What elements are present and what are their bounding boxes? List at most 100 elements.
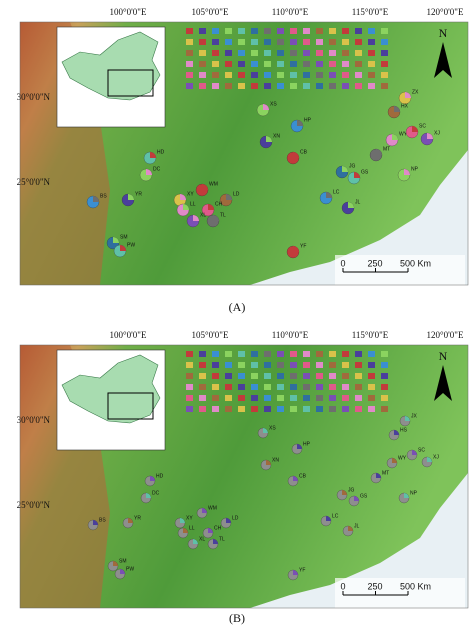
pie-wedge [183, 204, 189, 210]
legend-swatch [277, 406, 284, 412]
site-label: WM [209, 181, 218, 187]
legend-swatch [316, 72, 323, 78]
pie-wedge [348, 202, 354, 208]
legend-swatch [238, 406, 245, 412]
longitude-label: 110°0'0"E [272, 7, 309, 17]
site-label: HP [304, 117, 312, 123]
site-label: XJ [433, 454, 439, 460]
legend-swatch [264, 395, 271, 401]
legend-swatch [329, 373, 336, 379]
legend-swatch [238, 373, 245, 379]
legend-swatch [381, 395, 388, 401]
site-label: JL [354, 523, 360, 529]
legend-swatch [303, 50, 310, 56]
longitude-label: 120°0'0"E [427, 7, 464, 17]
legend-swatch [368, 373, 375, 379]
legend-swatch [342, 83, 349, 89]
legend-swatch [186, 72, 193, 78]
site-label: PW [127, 242, 135, 248]
pie-wedge [354, 496, 359, 501]
scale-label: 250 [367, 581, 382, 591]
longitude-label: 115°0'0"E [352, 7, 389, 17]
site-label: XS [269, 425, 276, 431]
legend-swatch [329, 83, 336, 89]
legend-swatch [290, 50, 297, 56]
legend-swatch [186, 39, 193, 45]
pie-wedge [146, 169, 152, 175]
latitude-label: 30°0'0"N [17, 415, 51, 425]
inset-china [61, 354, 161, 424]
pie-wedge [263, 428, 268, 433]
legend-swatch [212, 28, 219, 34]
site-label: ZX [412, 89, 419, 95]
longitude-label: 115°0'0"E [352, 330, 389, 340]
pie-wedge [342, 166, 348, 172]
legend-swatch [238, 72, 245, 78]
legend-swatch [264, 28, 271, 34]
legend-swatch [277, 362, 284, 368]
legend-swatch [251, 351, 258, 357]
legend-swatch [199, 351, 206, 357]
site-label: JX [411, 413, 418, 419]
legend-swatch [186, 50, 193, 56]
legend-swatch [342, 61, 349, 67]
legend-swatch [316, 61, 323, 67]
legend-swatch [290, 83, 297, 89]
legend-swatch [342, 39, 349, 45]
legend-swatch [186, 28, 193, 34]
legend-swatch [316, 28, 323, 34]
longitude-label: 105°0'0"E [192, 7, 229, 17]
pie-wedge [297, 120, 303, 126]
legend-swatch [212, 83, 219, 89]
legend-swatch [251, 39, 258, 45]
legend-swatch [199, 406, 206, 412]
pie-wedge [342, 490, 347, 495]
pie-wedge [208, 528, 213, 533]
north-arrow [434, 365, 452, 401]
pie-wedge [412, 126, 418, 132]
legend-swatch [199, 72, 206, 78]
legend-swatch [355, 406, 362, 412]
inset-study-area [107, 392, 154, 420]
pie-wedge [213, 215, 219, 221]
site-label: NP [410, 490, 418, 496]
site-label: JG [348, 487, 355, 493]
pie-wedge [405, 92, 411, 98]
site-label: PW [126, 566, 134, 572]
legend-swatch [290, 384, 297, 390]
legend-swatch [264, 83, 271, 89]
pie-wedge [113, 561, 118, 566]
legend-swatch [199, 373, 206, 379]
site-label: JL [355, 199, 361, 205]
legend-swatch [329, 39, 336, 45]
legend-swatch [355, 28, 362, 34]
legend-swatch [277, 373, 284, 379]
legend-swatch [186, 373, 193, 379]
legend-swatch [316, 373, 323, 379]
legend-swatch [368, 406, 375, 412]
latitude-label: 25°0'0"N [17, 177, 51, 187]
legend-swatch [368, 362, 375, 368]
pie-wedge [226, 194, 232, 200]
legend-swatch [355, 50, 362, 56]
legend-swatch [225, 50, 232, 56]
site-label: DC [153, 166, 161, 172]
legend-swatch [225, 384, 232, 390]
legend-swatch [251, 83, 258, 89]
legend-swatch [342, 395, 349, 401]
site-label: SM [120, 234, 128, 240]
legend-swatch [264, 362, 271, 368]
legend-swatch [368, 72, 375, 78]
legend-swatch [251, 384, 258, 390]
legend-swatch [355, 61, 362, 67]
legend-swatch [212, 50, 219, 56]
legend-swatch [342, 50, 349, 56]
legend-swatch [303, 384, 310, 390]
legend-swatch [264, 61, 271, 67]
legend-swatch [329, 50, 336, 56]
pie-wedge [180, 194, 186, 200]
legend-swatch [199, 28, 206, 34]
legend-swatch [290, 373, 297, 379]
legend-swatch [186, 61, 193, 67]
